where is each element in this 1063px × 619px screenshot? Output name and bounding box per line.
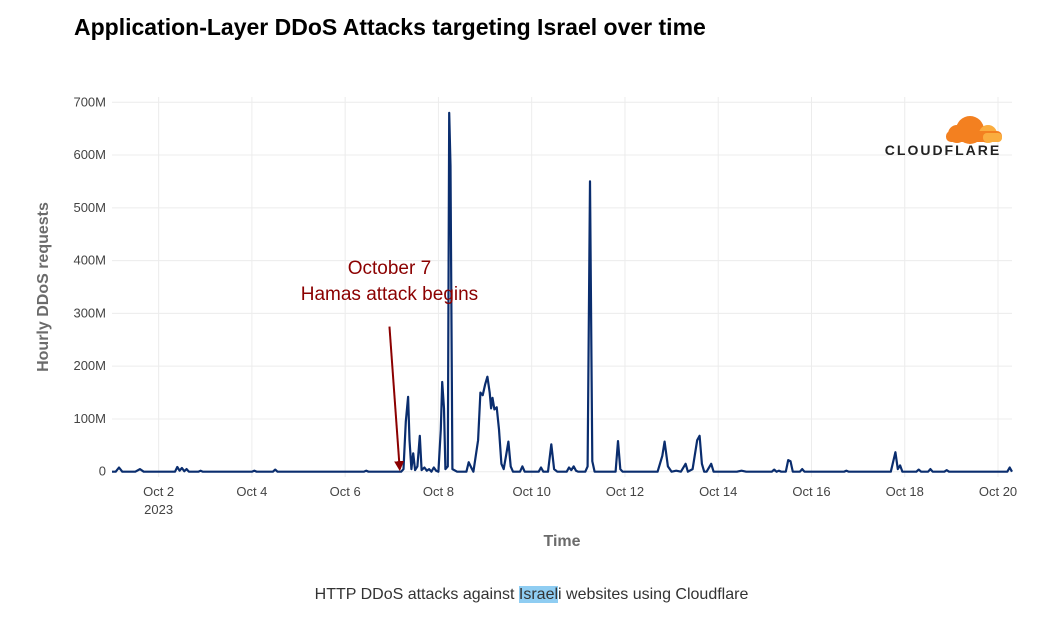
y-tick-label: 100M [73,411,106,426]
annotation-line1: October 7 [348,258,431,279]
x-tick-label: Oct 10 [513,484,551,499]
x-tick-label: Oct 6 [330,484,361,499]
x-axis-title: Time [543,533,580,550]
y-tick-label: 0 [99,464,106,479]
x-tick-sublabel: 2023 [144,502,173,517]
x-tick-label: Oct 12 [606,484,644,499]
gridlines [112,97,1012,477]
cloud-icon [946,116,1002,144]
plot-area [112,97,1012,477]
x-tick-label: Oct 20 [979,484,1017,499]
series-line [112,111,1013,473]
x-tick-label: Oct 14 [699,484,737,499]
y-axis-ticks: 0 100M 200M 300M 400M 500M 600M 700M [73,94,106,478]
x-tick-label: Oct 4 [236,484,267,499]
x-tick-label: Oct 2 [143,484,174,499]
x-tick-label: Oct 16 [792,484,830,499]
caption-text-before: HTTP DDoS attacks against [314,586,519,603]
chart-title: Application-Layer DDoS Attacks targeting… [74,14,706,40]
y-tick-label: 200M [73,358,106,373]
y-tick-label: 500M [73,200,106,215]
caption-text-after: i websites using Cloudflare [558,586,749,603]
x-tick-label: Oct 18 [886,484,924,499]
y-tick-label: 300M [73,305,106,320]
x-axis-ticks: Oct 2 2023 Oct 4 Oct 6 Oct 8 Oct 10 Oct 12 Oct … [143,484,1017,517]
cloudflare-logo: CLOUDFLARE [885,116,1002,158]
x-tick-label: Oct 8 [423,484,454,499]
y-tick-label: 400M [73,253,106,268]
annotation-line2: Hamas attack begins [301,284,478,305]
y-tick-label: 700M [73,94,106,109]
annotation-arrow [388,326,405,472]
y-tick-label: 600M [73,147,106,162]
caption-highlight: Israel [518,586,559,603]
chart-caption: HTTP DDoS attacks against Israeli websit… [0,586,1063,604]
y-axis-title: Hourly DDoS requests [35,202,52,372]
logo-wordmark: CLOUDFLARE [885,142,1001,158]
